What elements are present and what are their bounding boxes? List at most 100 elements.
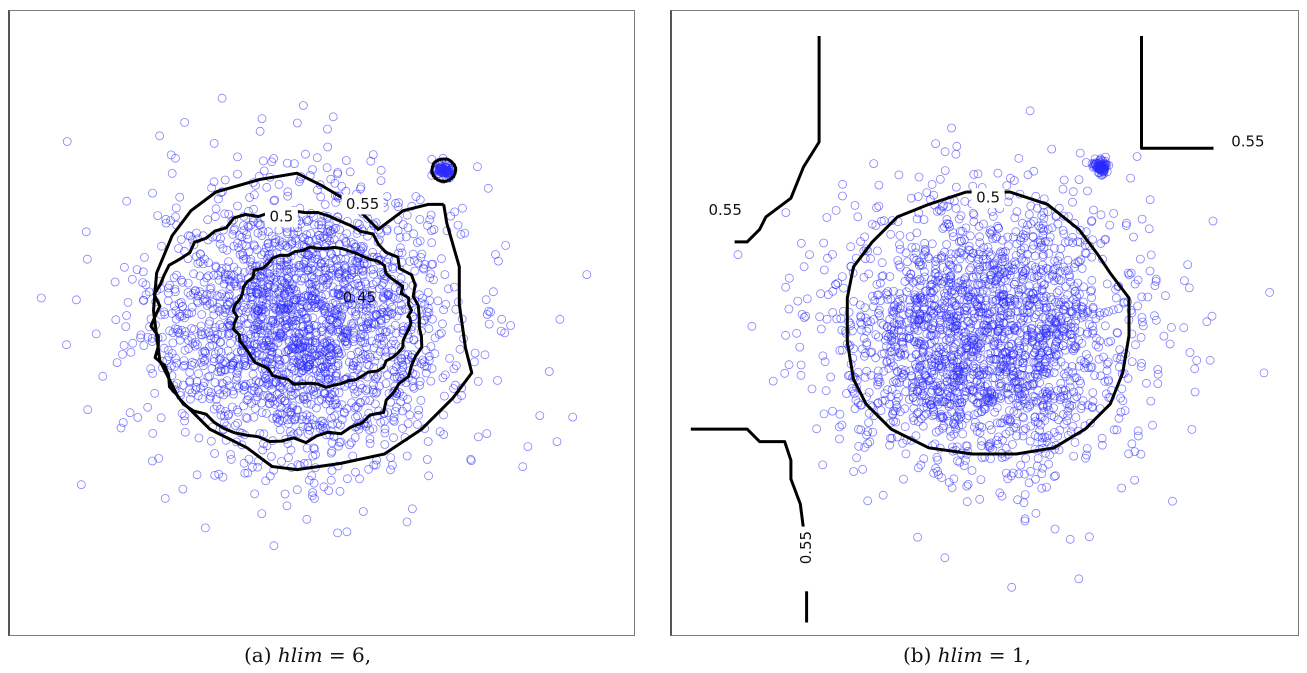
- data-point: [919, 267, 929, 277]
- data-point: [947, 123, 956, 133]
- contour-label-bg: [341, 194, 384, 215]
- data-point: [919, 454, 929, 464]
- data-point: [1013, 495, 1023, 505]
- data-point: [968, 292, 977, 302]
- data-point: [161, 218, 171, 228]
- data-point: [327, 270, 337, 280]
- data-point: [914, 314, 924, 324]
- data-point: [271, 377, 281, 387]
- data-point: [274, 333, 284, 343]
- data-point: [210, 349, 220, 359]
- data-point: [927, 385, 937, 395]
- data-point: [190, 341, 200, 351]
- data-point: [253, 218, 263, 228]
- data-point: [345, 440, 355, 450]
- data-point: [1013, 379, 1023, 389]
- data-point: [229, 225, 239, 235]
- data-point: [397, 248, 407, 258]
- data-point: [1044, 237, 1054, 247]
- data-point: [174, 299, 184, 308]
- data-point: [194, 369, 203, 379]
- data-point: [315, 180, 325, 190]
- data-point: [311, 403, 321, 413]
- data-point: [1143, 292, 1153, 302]
- data-point: [1021, 424, 1030, 434]
- data-point: [263, 390, 273, 400]
- data-point: [327, 413, 337, 423]
- caption-a-var: hlim: [277, 643, 323, 667]
- data-point: [747, 321, 757, 331]
- data-point: [307, 471, 317, 481]
- data-point: [933, 466, 942, 476]
- data-point: [1043, 207, 1053, 217]
- data-point: [304, 352, 314, 362]
- data-point: [985, 356, 995, 365]
- data-point: [228, 386, 238, 396]
- data-point: [241, 335, 250, 345]
- data-point: [935, 325, 945, 335]
- data-point: [360, 338, 370, 348]
- data-point: [937, 473, 947, 483]
- data-point: [962, 413, 972, 423]
- data-point: [1016, 248, 1026, 258]
- data-point: [1019, 268, 1029, 278]
- data-point: [303, 342, 313, 352]
- data-point: [889, 302, 899, 312]
- data-point: [951, 300, 961, 310]
- data-point: [1036, 268, 1046, 278]
- data-point: [360, 395, 370, 405]
- data-point: [398, 220, 408, 229]
- data-point: [1102, 279, 1112, 289]
- data-point: [1026, 466, 1035, 476]
- data-point: [838, 191, 847, 201]
- data-point: [272, 331, 282, 341]
- data-point: [1018, 315, 1028, 325]
- data-point: [1043, 346, 1053, 356]
- data-point: [872, 290, 882, 300]
- data-point: [1016, 245, 1026, 255]
- data-point: [303, 291, 313, 301]
- data-point: [1002, 181, 1012, 191]
- data-point: [1044, 350, 1054, 360]
- data-point: [215, 239, 225, 249]
- data-point: [334, 320, 343, 330]
- data-point: [915, 338, 924, 348]
- data-point: [409, 383, 419, 393]
- chart-panel-a: 0.45 0.5 0.55: [8, 10, 635, 636]
- data-point: [272, 414, 282, 424]
- data-point: [292, 485, 302, 495]
- data-point: [433, 296, 443, 306]
- data-point: [884, 363, 894, 373]
- data-point: [311, 351, 321, 361]
- data-point: [940, 354, 950, 364]
- data-point: [1014, 469, 1024, 479]
- data-point: [331, 197, 341, 207]
- data-point: [1070, 286, 1080, 296]
- data-point: [229, 241, 239, 251]
- data-point: [885, 355, 895, 365]
- data-point: [966, 253, 976, 263]
- data-point: [1055, 425, 1065, 435]
- data-point: [1118, 396, 1128, 406]
- data-point: [205, 371, 214, 381]
- data-point: [945, 260, 954, 270]
- data-point: [386, 339, 396, 349]
- data-point: [126, 347, 136, 357]
- data-point: [445, 353, 455, 363]
- data-point: [874, 180, 884, 190]
- data-point: [381, 347, 391, 357]
- data-point: [265, 392, 275, 402]
- data-point: [206, 283, 216, 293]
- data-point: [289, 336, 299, 346]
- data-point: [856, 311, 866, 321]
- data-point: [394, 198, 404, 208]
- data-point: [333, 528, 343, 538]
- data-point: [214, 346, 224, 356]
- data-point: [860, 303, 870, 313]
- data-point: [784, 273, 794, 283]
- contour-line-0.45: [231, 245, 413, 389]
- data-point: [327, 419, 337, 429]
- data-point: [1020, 490, 1030, 500]
- data-point: [1086, 217, 1096, 227]
- data-point: [1011, 277, 1021, 287]
